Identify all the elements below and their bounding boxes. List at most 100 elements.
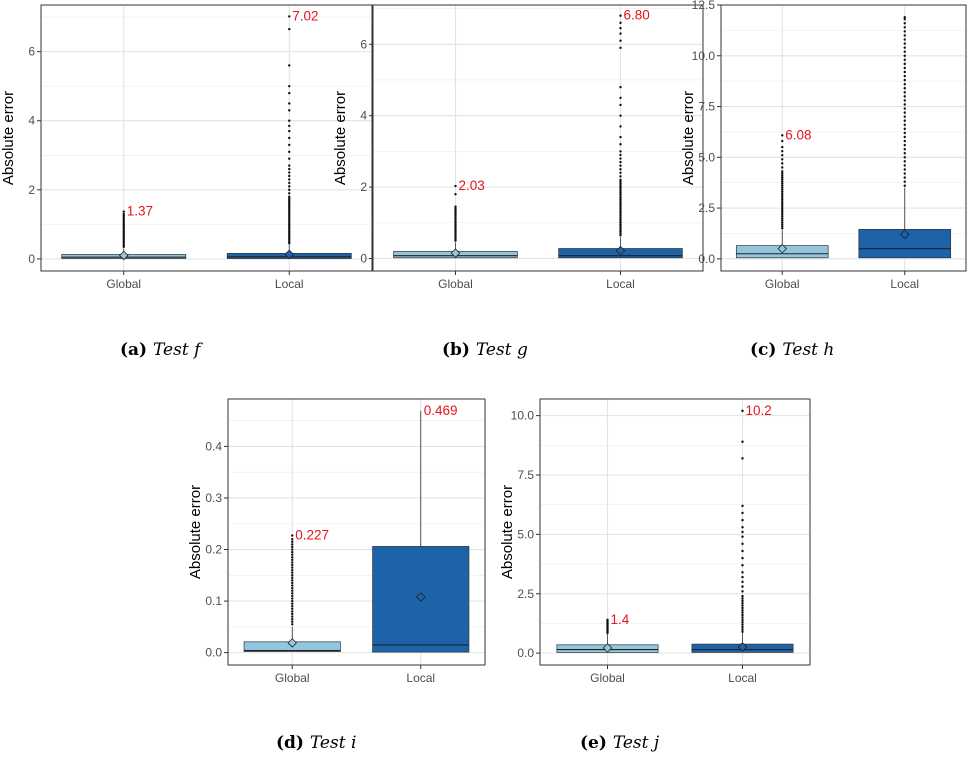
outlier-point (619, 168, 622, 171)
outlier-point (291, 545, 294, 549)
outlier-point (781, 202, 784, 206)
outlier-point (122, 235, 125, 238)
outlier-point (781, 174, 784, 177)
outlier-point (619, 21, 622, 25)
panel-i: 0.227 0.469 0.0 0.1 0.2 0.3 0.4 Global Local Abso… (187, 398, 486, 753)
outlier-point (741, 621, 744, 624)
panel-j: 1.4 10.2 0.0 2.5 5.0 7.5 10.0 Global Local Absolu… (499, 398, 811, 753)
outlier-point (288, 143, 291, 147)
outlier-point (619, 219, 622, 223)
outlier-point (781, 139, 784, 143)
outlier-point (619, 210, 622, 214)
outlier-point (781, 162, 784, 165)
outlier-point (288, 136, 291, 140)
outlier-point (122, 240, 125, 243)
y-tick-label: 0 (28, 252, 35, 266)
outlier-point (903, 58, 906, 62)
outlier-point (454, 218, 457, 221)
outlier-point (781, 190, 784, 194)
outlier-point (781, 176, 784, 179)
outlier-point (122, 233, 125, 236)
y-tick-label: 2 (360, 180, 367, 194)
y-tick-label: 0.0 (205, 646, 222, 660)
outlier-point (619, 27, 622, 30)
caption-label: (e) (580, 733, 613, 753)
outlier-point (288, 238, 291, 242)
outlier-point (288, 174, 291, 178)
outlier-point (781, 227, 784, 230)
outlier-point (619, 232, 622, 235)
outlier-point (741, 526, 744, 529)
outlier-point (122, 242, 125, 245)
y-tick-label: 7.5 (698, 100, 715, 114)
outlier-point (454, 239, 457, 242)
outlier-point (619, 160, 622, 164)
outlier-point (619, 187, 622, 191)
outlier-point (619, 221, 622, 224)
outlier-point (619, 234, 622, 237)
outlier-point (288, 185, 291, 188)
outlier-point (781, 170, 784, 173)
outlier-point (291, 610, 294, 613)
outlier-point (288, 240, 291, 243)
y-axis-label: Absolute error (187, 485, 204, 579)
outlier-point (781, 149, 784, 153)
outlier-point (288, 226, 291, 230)
outlier-point (288, 91, 291, 95)
outlier-point (291, 538, 294, 541)
outlier-point (903, 42, 906, 45)
caption-text: Test g (476, 340, 528, 360)
outlier-point (903, 107, 906, 110)
outlier-point (291, 543, 294, 546)
outlier-point (619, 223, 622, 226)
outlier-point (288, 228, 291, 231)
outlier-point (288, 211, 291, 214)
outlier-point (781, 180, 784, 183)
outlier-point (903, 180, 906, 183)
outlier-point (903, 139, 906, 143)
outlier-point (454, 207, 457, 210)
y-tick-label: 5.0 (517, 527, 534, 541)
outlier-point (619, 143, 622, 146)
max-annotation-local: 0.469 (424, 403, 458, 418)
outlier-point (903, 62, 906, 66)
mean-marker-local (415, 592, 426, 602)
outlier-point (619, 200, 622, 203)
outlier-point (454, 230, 457, 233)
outlier-point (781, 184, 784, 187)
outlier-point (903, 160, 906, 163)
outlier-point (903, 91, 906, 94)
x-tick-label: Local (275, 277, 304, 291)
x-tick-label: Global (438, 277, 473, 291)
outlier-point (741, 409, 744, 413)
max-annotation-local: 10.2 (746, 403, 772, 418)
outlier-point (288, 64, 291, 67)
outlier-point (619, 198, 622, 201)
outlier-point (619, 32, 622, 35)
outlier-point (781, 182, 784, 185)
y-tick-label: 6 (28, 45, 35, 59)
caption-text: Test f (153, 340, 203, 360)
outlier-point (619, 193, 622, 196)
mean-marker-local (899, 229, 910, 240)
outlier-point (903, 143, 906, 147)
outlier-point (291, 584, 294, 587)
outlier-point (122, 219, 125, 223)
outlier-point (291, 568, 294, 572)
outlier-point (781, 188, 784, 191)
caption-j: (e) Test j (580, 733, 660, 753)
outlier-point (781, 206, 784, 210)
outlier-point (903, 147, 906, 151)
outlier-point (288, 27, 291, 31)
max-annotation-local: 7.02 (292, 8, 318, 23)
outlier-point (291, 566, 294, 569)
outlier-point (454, 212, 457, 216)
outlier-point (619, 225, 622, 228)
outlier-point (288, 219, 291, 223)
outlier-point (288, 216, 291, 219)
outlier-point (291, 605, 294, 608)
outlier-point (454, 223, 457, 226)
outlier-point (781, 192, 784, 196)
outlier-point (288, 212, 291, 216)
